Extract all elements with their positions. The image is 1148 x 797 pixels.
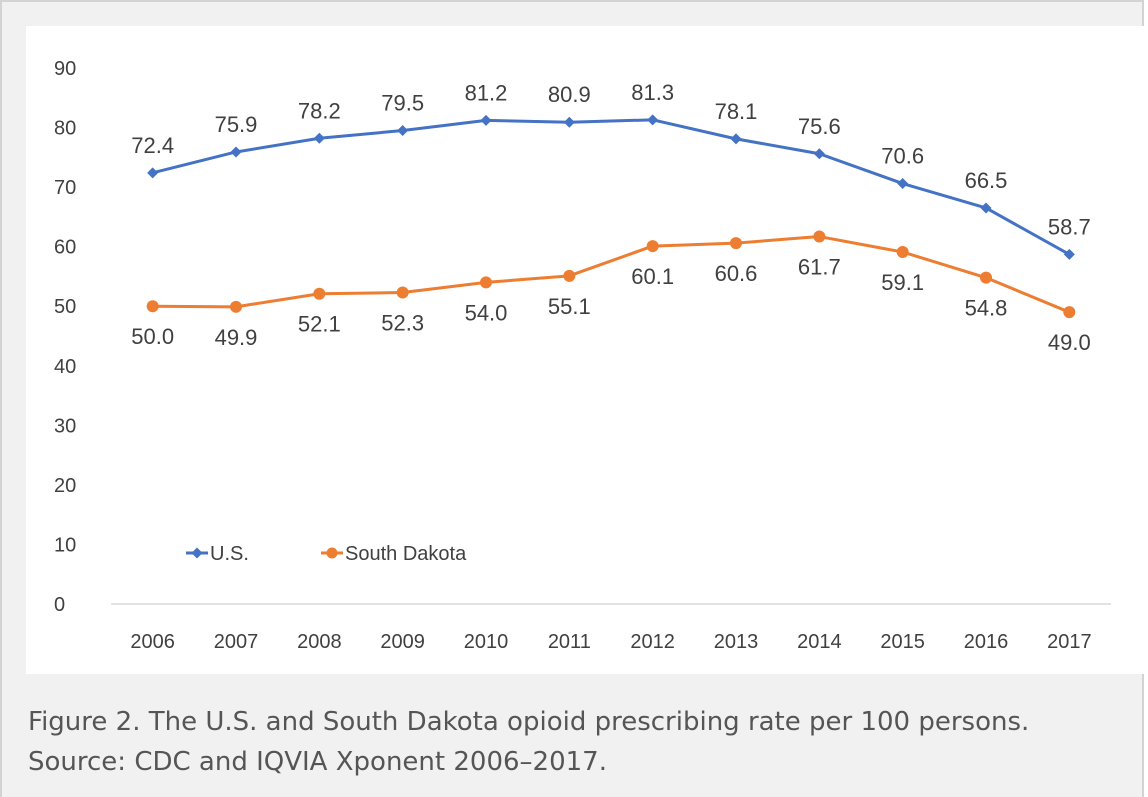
series-line-0 bbox=[152, 118, 1071, 256]
legend-swatch-marker bbox=[191, 547, 203, 559]
x-tick-label: 2009 bbox=[380, 631, 425, 653]
data-point bbox=[396, 286, 409, 299]
data-label: 75.9 bbox=[215, 112, 258, 137]
data-label: 50.0 bbox=[131, 324, 174, 349]
y-tick-label: 70 bbox=[54, 177, 76, 199]
data-label: 54.0 bbox=[465, 300, 508, 325]
y-tick-label: 90 bbox=[54, 58, 76, 80]
x-tick-label: 2012 bbox=[630, 631, 675, 653]
data-point bbox=[980, 202, 992, 214]
data-label: 55.1 bbox=[548, 294, 591, 319]
legend: U.S. South Dakota bbox=[186, 543, 467, 565]
data-point bbox=[1063, 248, 1075, 260]
x-tick-label: 2006 bbox=[130, 631, 175, 653]
data-label: 75.6 bbox=[798, 114, 841, 139]
data-label: 58.7 bbox=[1048, 214, 1091, 239]
data-point bbox=[230, 146, 242, 158]
x-tick-label: 2013 bbox=[714, 631, 759, 653]
x-tick-label: 2017 bbox=[1047, 631, 1092, 653]
data-point bbox=[896, 246, 909, 259]
data-point bbox=[147, 167, 159, 179]
y-tick-label: 20 bbox=[54, 475, 76, 497]
data-point bbox=[397, 125, 409, 137]
figure-caption: Figure 2. The U.S. and South Dakota opio… bbox=[28, 707, 1030, 777]
data-label: 60.1 bbox=[631, 264, 674, 289]
data-point bbox=[730, 237, 742, 250]
data-point bbox=[563, 269, 576, 282]
data-point bbox=[980, 271, 992, 284]
y-tick-label: 80 bbox=[54, 118, 76, 140]
data-label: 66.5 bbox=[965, 168, 1008, 193]
data-label: 54.8 bbox=[965, 296, 1008, 321]
data-label: 60.6 bbox=[715, 261, 758, 286]
data-label: 81.2 bbox=[465, 80, 508, 105]
axes: 0 10 20 30 40 50 60 70 80 90 2006 2007 2008 2009 2010 2… bbox=[54, 58, 1111, 653]
data-point bbox=[730, 133, 742, 145]
data-label: 79.5 bbox=[381, 91, 424, 116]
data-label: 52.3 bbox=[381, 311, 424, 336]
data-point bbox=[1063, 306, 1076, 319]
legend-entry: U.S. bbox=[210, 543, 249, 565]
x-tick-label: 2015 bbox=[880, 631, 925, 653]
y-tick-label: 60 bbox=[54, 237, 76, 259]
data-point bbox=[480, 276, 492, 289]
legend-swatch-marker bbox=[326, 547, 338, 559]
data-label: 49.0 bbox=[1048, 330, 1091, 355]
x-tick-label: 2011 bbox=[548, 631, 591, 653]
data-label: 52.1 bbox=[298, 312, 341, 337]
data-point bbox=[563, 116, 575, 128]
data-label: 61.7 bbox=[798, 255, 841, 280]
data-point bbox=[480, 114, 492, 126]
line-chart: 0 10 20 30 40 50 60 70 80 90 2006 2007 2008 2009 2010 2… bbox=[54, 58, 1111, 653]
data-label: 78.1 bbox=[715, 99, 758, 124]
y-tick-label: 40 bbox=[54, 356, 76, 378]
series-line-1 bbox=[152, 235, 1070, 314]
data-point bbox=[146, 300, 159, 313]
data-label: 78.2 bbox=[298, 98, 341, 123]
series bbox=[146, 114, 1076, 319]
x-tick-label: 2007 bbox=[214, 631, 259, 653]
x-tick-label: 2008 bbox=[297, 631, 342, 653]
x-tick-label: 2016 bbox=[964, 631, 1009, 653]
y-tick-label: 50 bbox=[54, 296, 76, 318]
data-label: 49.9 bbox=[215, 325, 258, 350]
data-labels: 72.4 75.9 78.2 79.5 81.2 80.9 81.3 78.1 75.6 70.6… bbox=[131, 80, 1090, 355]
data-point bbox=[813, 148, 825, 160]
data-point bbox=[230, 300, 242, 313]
y-tick-label: 10 bbox=[54, 534, 76, 556]
chart-panel: 0 10 20 30 40 50 60 70 80 90 2006 2007 2008 2009 2010 2… bbox=[26, 26, 1146, 674]
x-tick-label: 2010 bbox=[464, 631, 509, 653]
data-point bbox=[813, 230, 826, 243]
data-label: 72.4 bbox=[131, 133, 174, 158]
data-point bbox=[647, 114, 659, 126]
data-point bbox=[313, 287, 326, 300]
data-label: 59.1 bbox=[881, 270, 924, 295]
x-tick-label: 2014 bbox=[797, 631, 842, 653]
data-label: 70.6 bbox=[881, 144, 924, 169]
legend-entry: South Dakota bbox=[345, 543, 467, 565]
data-point bbox=[646, 240, 659, 253]
y-tick-label: 30 bbox=[54, 415, 76, 437]
data-point bbox=[313, 132, 325, 144]
data-label: 80.9 bbox=[548, 82, 591, 107]
data-point bbox=[897, 178, 909, 190]
data-label: 81.3 bbox=[631, 80, 674, 105]
y-tick-label: 0 bbox=[54, 594, 65, 616]
